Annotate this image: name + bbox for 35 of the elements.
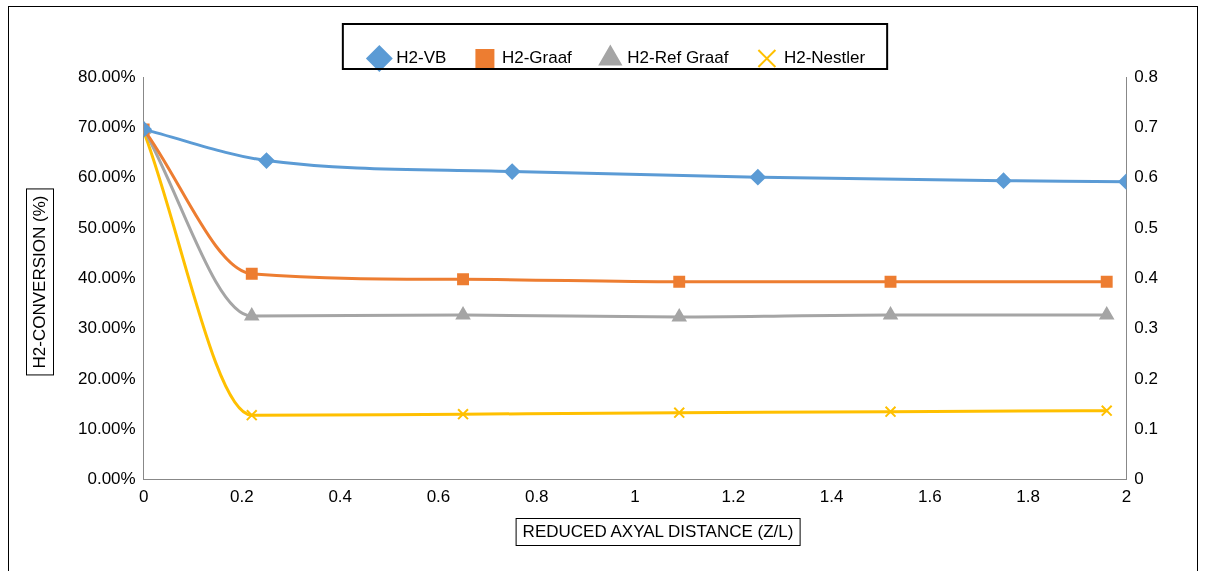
x-tick-label: 1 [630,487,640,507]
y-tick-label: 0.00% [87,469,136,489]
y-tick-label: 60.00% [77,167,136,187]
y2-tick-label: 0.4 [1134,267,1159,287]
y2-tick-label: 0.6 [1134,167,1159,187]
x-tick-label: 1.6 [918,487,942,507]
legend-label: H2-Graaf [501,48,573,68]
y-axis-title: H2-CONVERSION (%) [26,188,54,376]
x-axis-title: REDUCED AXYAL DISTANCE (Z/L) [515,518,801,546]
x-tick-label: 1.2 [721,487,746,507]
y2-tick-label: 0.2 [1134,368,1159,388]
y2-tick-label: 0 [1134,469,1144,489]
x-tick-label: 0 [138,487,149,507]
legend-label: H2-Ref Graaf [627,48,729,68]
legend-label: H2-VB [396,48,447,68]
y2-tick-label: 0.1 [1134,418,1159,438]
y2-tick-label: 0.7 [1134,117,1159,137]
legend-label: H2-Nestler [783,48,866,68]
x-tick-label: 2 [1121,487,1132,507]
y2-tick-label: 0.5 [1134,217,1159,237]
x-tick-label: 0.6 [426,487,451,507]
y-tick-label: 50.00% [77,217,136,237]
x-tick-label: 0.2 [230,487,254,507]
x-tick-label: 0.4 [328,487,353,507]
y2-tick-label: 0.3 [1134,318,1159,338]
x-tick-label: 0.8 [524,487,549,507]
y-tick-label: 80.00% [77,66,136,86]
y-tick-label: 20.00% [77,368,136,388]
y-tick-label: 10.00% [77,418,136,438]
y-tick-label: 70.00% [77,117,136,137]
y-tick-label: 40.00% [77,267,136,287]
y-tick-label: 30.00% [77,318,136,338]
x-tick-label: 1.8 [1016,487,1040,507]
y2-tick-label: 0.8 [1134,66,1159,86]
x-tick-label: 1.4 [819,487,844,507]
